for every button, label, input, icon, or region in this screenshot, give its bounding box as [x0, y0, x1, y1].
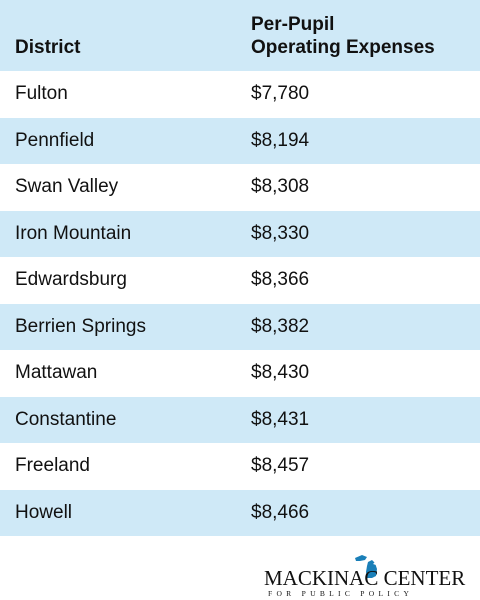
mackinac-center-logo: MACKINAC CENTER FOR PUBLIC POLICY: [264, 552, 478, 598]
table-header: District Per-Pupil Operating Expenses: [0, 0, 480, 71]
district-cell: Edwardsburg: [15, 269, 127, 291]
expense-cell: $8,431: [251, 408, 310, 430]
district-cell: Swan Valley: [15, 176, 119, 198]
michigan-map-icon: [355, 555, 377, 578]
header-expenses-line-2: Operating Expenses: [251, 37, 435, 58]
expense-cell: $8,308: [251, 176, 310, 198]
expenses-table: District Per-Pupil Operating Expenses Fu…: [0, 0, 480, 536]
expense-cell: $8,430: [251, 362, 310, 384]
table-row: Howell $8,466: [0, 489, 480, 536]
header-district: District: [15, 36, 80, 59]
district-cell: Freeland: [15, 455, 90, 477]
district-cell: Berrien Springs: [15, 315, 146, 337]
table-row: Berrien Springs $8,382: [0, 303, 480, 350]
district-cell: Pennfield: [15, 129, 95, 151]
table-row: Edwardsburg $8,366: [0, 257, 480, 304]
table-body: Fulton $7,780 Pennfield $8,194 Swan Valley $8…: [0, 71, 480, 536]
district-cell: Iron Mountain: [15, 222, 132, 244]
table-row: Freeland $8,457: [0, 443, 480, 490]
expense-cell: $8,366: [251, 269, 310, 291]
district-cell: Mattawan: [15, 362, 98, 384]
logo-name: MACKINAC CENTER: [264, 566, 466, 590]
district-cell: Fulton: [15, 83, 68, 105]
table-row: Iron Mountain $8,330: [0, 210, 480, 257]
header-district-label: District: [15, 37, 81, 58]
expense-cell: $8,457: [251, 455, 310, 477]
table-row: Constantine $8,431: [0, 396, 480, 443]
expense-cell: $8,466: [251, 501, 310, 523]
table-row: Pennfield $8,194: [0, 117, 480, 164]
logo-tagline: FOR PUBLIC POLICY: [268, 589, 414, 598]
expense-cell: $8,194: [251, 129, 310, 151]
expense-cell: $8,330: [251, 222, 310, 244]
district-cell: Constantine: [15, 408, 117, 430]
table-row: Fulton $7,780: [0, 71, 480, 118]
expense-cell: $7,780: [251, 83, 310, 105]
header-expenses-line-1: Per-Pupil: [251, 14, 335, 35]
table-row: Swan Valley $8,308: [0, 164, 480, 211]
district-cell: Howell: [15, 501, 73, 523]
header-expenses: Per-Pupil Operating Expenses: [251, 13, 435, 59]
table-row: Mattawan $8,430: [0, 350, 480, 397]
expense-cell: $8,382: [251, 315, 310, 337]
